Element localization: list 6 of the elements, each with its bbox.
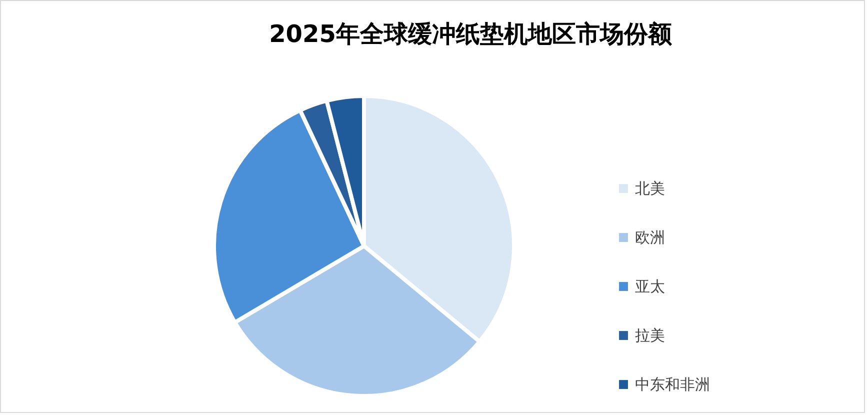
legend-label: 亚太: [635, 278, 665, 296]
chart-title: 2025年全球缓冲纸垫机地区市场份额: [269, 20, 673, 48]
legend-label: 中东和非洲: [635, 376, 710, 394]
legend-label: 北美: [635, 180, 665, 198]
legend-label: 拉美: [635, 326, 665, 344]
legend-label: 欧洲: [635, 228, 665, 246]
